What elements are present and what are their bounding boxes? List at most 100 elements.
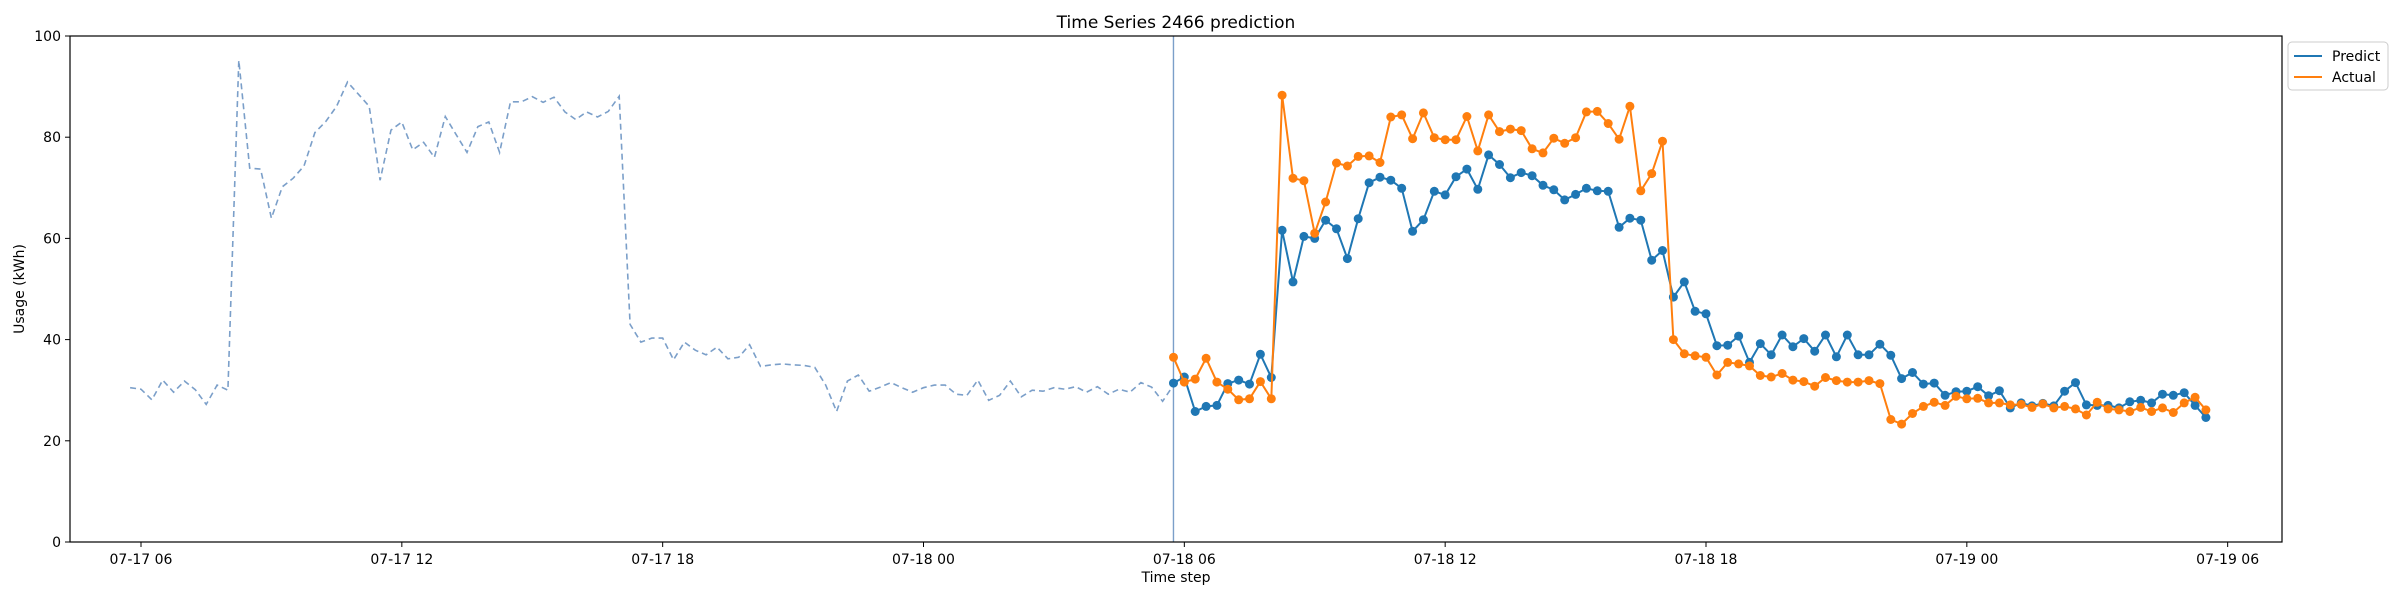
x-axis: 07-17 06 07-17 12 07-17 18 07-18 00 07-18 06… — [110, 542, 2259, 568]
predict-point — [1799, 334, 1809, 344]
actual-point — [2016, 399, 2026, 409]
x-tick-label: 07-18 12 — [1414, 552, 1477, 568]
actual-point — [2158, 403, 2167, 413]
actual-point — [1451, 135, 1461, 145]
x-tick-label: 07-17 06 — [110, 552, 173, 568]
predict-point — [1690, 306, 1700, 316]
y-axis: 0 20 40 60 80 100 — [34, 29, 70, 551]
predict-point — [1603, 186, 1613, 196]
predict-point — [1831, 352, 1841, 362]
actual-point — [1875, 379, 1885, 389]
predict-point — [1169, 378, 1178, 388]
actual-point — [1234, 395, 1244, 405]
predict-point — [1712, 341, 1722, 351]
actual-point — [1908, 409, 1917, 418]
actual-point — [1918, 401, 1928, 411]
predict-point — [1255, 349, 1265, 359]
actual-point — [1321, 197, 1331, 207]
predict-point — [2179, 388, 2189, 398]
predict-point — [1560, 195, 1570, 205]
predict-point — [1777, 330, 1787, 340]
actual-point — [1527, 144, 1537, 154]
actual-point — [2201, 405, 2211, 415]
actual-point — [1462, 112, 1472, 121]
actual-point — [1777, 369, 1787, 378]
predict-point — [1647, 255, 1657, 265]
predict-point — [1201, 401, 1211, 411]
actual-point — [1342, 161, 1352, 171]
actual-point — [1332, 158, 1341, 168]
predict-point — [1973, 382, 1983, 392]
actual-point — [1994, 398, 2004, 408]
actual-point — [1190, 374, 1200, 384]
predict-point — [2158, 389, 2167, 399]
actual-point — [1299, 176, 1309, 186]
actual-point — [1245, 394, 1254, 404]
plot-frame — [69, 35, 2283, 543]
history-line — [129, 60, 1175, 414]
actual-point — [2060, 401, 2070, 411]
predict-point — [1701, 309, 1711, 319]
predict-point — [1299, 231, 1309, 241]
actual-point — [2071, 404, 2080, 414]
predict-point — [1940, 390, 1950, 400]
actual-point — [1418, 108, 1428, 118]
actual-point — [1495, 127, 1504, 137]
actual-point — [2179, 398, 2189, 408]
predict-point — [1484, 150, 1494, 160]
predict-point — [1755, 339, 1765, 349]
predict-point — [1212, 400, 1222, 410]
predict-point — [1636, 215, 1646, 225]
predict-point — [1516, 168, 1526, 178]
actual-point — [2114, 405, 2124, 415]
x-tick-label: 07-19 00 — [1935, 552, 1998, 568]
actual-point — [1429, 133, 1439, 143]
actual-point — [1734, 359, 1744, 369]
x-tick-label: 07-19 06 — [2196, 552, 2259, 568]
actual-point — [1940, 400, 1950, 410]
predict-point — [1505, 173, 1515, 183]
predict-point — [1734, 331, 1744, 341]
actual-point — [1266, 394, 1276, 404]
predict-point — [1277, 225, 1287, 235]
predict-point — [1810, 346, 1820, 356]
predict-point — [1397, 183, 1407, 193]
predict-point — [1864, 350, 1874, 360]
actual-point — [1255, 377, 1265, 387]
predict-point — [1234, 375, 1244, 385]
actual-point — [1668, 335, 1678, 345]
predict-point — [1408, 226, 1418, 236]
actual-point — [1951, 391, 1961, 401]
x-tick-label: 07-18 00 — [892, 552, 955, 568]
actual-point — [1310, 228, 1320, 238]
predict-point — [1581, 183, 1591, 193]
predict-point — [1592, 186, 1602, 196]
predict-point — [1418, 215, 1428, 225]
actual-point — [2147, 407, 2157, 416]
actual-point — [1179, 377, 1189, 387]
actual-point — [1625, 101, 1635, 111]
actual-point — [1647, 169, 1657, 179]
predict-point — [1332, 224, 1341, 234]
actual-point — [1408, 134, 1418, 144]
actual-point — [1353, 151, 1363, 161]
predict-point — [1375, 172, 1385, 182]
predict-point — [1429, 186, 1439, 196]
predict-point — [1723, 340, 1733, 350]
predict-point — [1908, 368, 1917, 377]
actual-point — [1571, 133, 1581, 143]
predict-point — [1495, 160, 1504, 169]
actual-point — [1984, 398, 1994, 408]
actual-point — [1821, 373, 1830, 382]
y-tick-label: 0 — [52, 535, 61, 551]
predict-point — [1679, 277, 1689, 287]
actual-point — [1440, 135, 1450, 145]
predict-point — [2168, 390, 2178, 400]
actual-point — [1614, 134, 1624, 144]
chart-title: Time Series 2466 prediction — [1056, 13, 1296, 33]
predict-point — [1929, 378, 1939, 388]
actual-point — [2005, 400, 2015, 410]
actual-point — [1169, 352, 1178, 362]
predict-point — [2190, 400, 2200, 410]
